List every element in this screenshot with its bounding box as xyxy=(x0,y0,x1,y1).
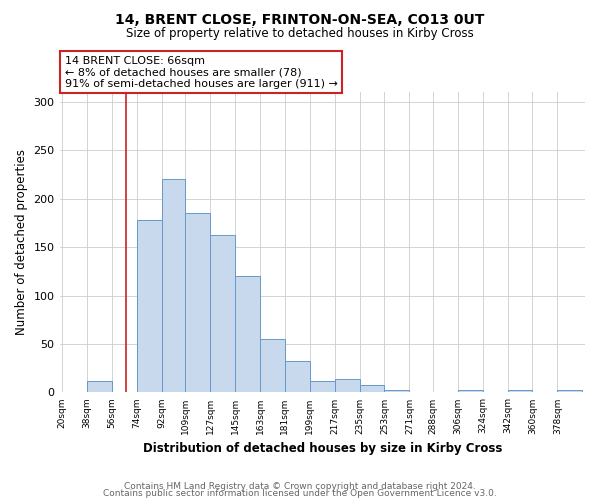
Bar xyxy=(87,381,112,392)
Bar xyxy=(162,180,185,392)
Text: Size of property relative to detached houses in Kirby Cross: Size of property relative to detached ho… xyxy=(126,28,474,40)
Text: Contains HM Land Registry data © Crown copyright and database right 2024.: Contains HM Land Registry data © Crown c… xyxy=(124,482,476,491)
Bar xyxy=(185,213,210,392)
Text: Contains public sector information licensed under the Open Government Licence v3: Contains public sector information licen… xyxy=(103,490,497,498)
Bar xyxy=(137,220,162,392)
X-axis label: Distribution of detached houses by size in Kirby Cross: Distribution of detached houses by size … xyxy=(143,442,502,455)
Bar xyxy=(235,276,260,392)
Bar xyxy=(359,384,385,392)
Bar xyxy=(260,339,285,392)
Text: 14, BRENT CLOSE, FRINTON-ON-SEA, CO13 0UT: 14, BRENT CLOSE, FRINTON-ON-SEA, CO13 0U… xyxy=(115,12,485,26)
Bar xyxy=(385,390,409,392)
Bar xyxy=(458,390,482,392)
Y-axis label: Number of detached properties: Number of detached properties xyxy=(15,149,28,335)
Bar xyxy=(508,390,532,392)
Bar xyxy=(310,381,335,392)
Bar xyxy=(557,390,582,392)
Bar xyxy=(335,379,359,392)
Bar xyxy=(210,236,235,392)
Text: 14 BRENT CLOSE: 66sqm
← 8% of detached houses are smaller (78)
91% of semi-detac: 14 BRENT CLOSE: 66sqm ← 8% of detached h… xyxy=(65,56,338,89)
Bar xyxy=(285,362,310,392)
